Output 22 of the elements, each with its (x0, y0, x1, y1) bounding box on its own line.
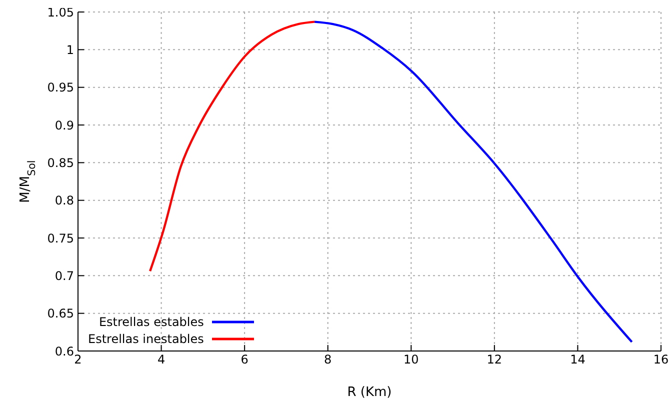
y-tick-label: 0.85 (47, 156, 74, 170)
x-tick-label: 14 (570, 352, 586, 367)
x-tick-label: 8 (324, 352, 332, 367)
legend-label: Estrellas estables (98, 314, 204, 328)
legend-label: Estrellas inestables (88, 332, 204, 346)
y-tick-label: 0.95 (47, 80, 74, 95)
line-series (313, 20, 633, 344)
y-tick-label: 0.65 (47, 306, 74, 321)
y-tick-label: 0.75 (47, 231, 74, 246)
y-tick-label: 0.7 (54, 268, 74, 283)
x-tick-label: 2 (74, 352, 82, 367)
x-tick-label: 6 (240, 352, 248, 367)
x-tick-label: 12 (486, 352, 502, 367)
x-tick-label: 16 (653, 352, 669, 367)
line-series (148, 20, 316, 272)
y-tick-label: 0.6 (54, 344, 74, 358)
x-axis-title: R (Km) (347, 385, 392, 400)
y-tick-label: 0.9 (54, 118, 74, 132)
y-tick-label: 0.8 (54, 194, 74, 208)
x-tick-label: 10 (404, 352, 419, 367)
y-tick-label: 1 (66, 42, 74, 57)
x-tick-label: 4 (157, 352, 166, 367)
